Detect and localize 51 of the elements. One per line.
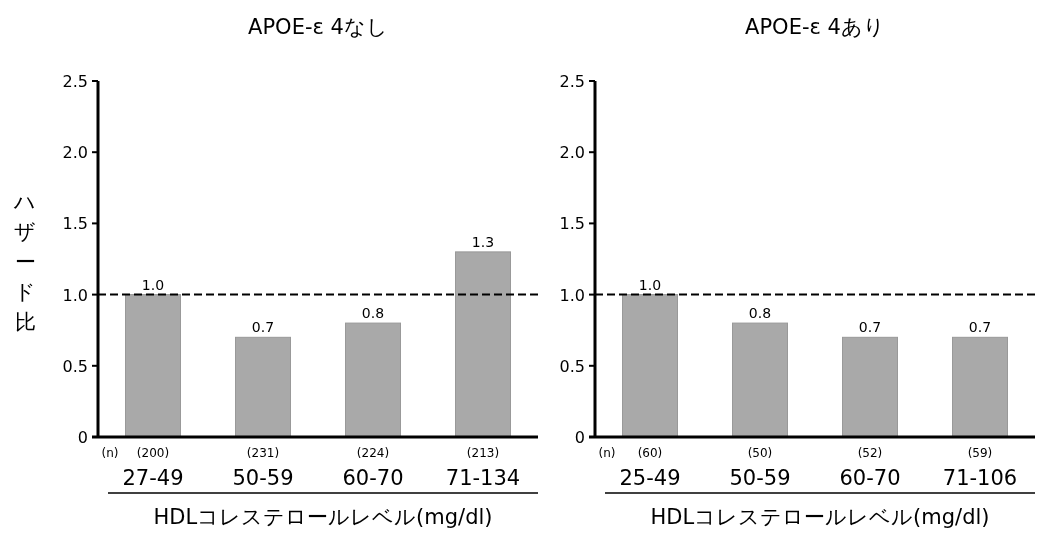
bar bbox=[345, 322, 401, 438]
data-label: 0.8 bbox=[361, 305, 385, 322]
bar bbox=[125, 294, 181, 438]
y-axis-title: ハザード比 bbox=[13, 190, 36, 334]
y-tick-label: 0.5 bbox=[62, 356, 88, 376]
text: (50) bbox=[747, 446, 773, 460]
bar bbox=[455, 251, 511, 438]
y-tick-label: 2.0 bbox=[62, 143, 88, 163]
y-tick-label: 2.0 bbox=[559, 143, 585, 163]
data-label: 0.7 bbox=[251, 319, 275, 336]
text: (231) bbox=[246, 446, 280, 460]
x-tick-label: 25-49 bbox=[619, 466, 681, 490]
text: (60) bbox=[637, 446, 663, 460]
data-label: 0.8 bbox=[748, 305, 772, 322]
data-label: 1.3 bbox=[471, 233, 495, 250]
bar bbox=[622, 294, 678, 438]
y-tick-label: 1.5 bbox=[62, 214, 88, 234]
text: (200) bbox=[136, 446, 170, 460]
text: (n) bbox=[101, 446, 119, 460]
x-tick-label: 71-134 bbox=[445, 466, 521, 490]
text: (n) bbox=[598, 446, 616, 460]
x-tick-label: 60-70 bbox=[839, 466, 901, 490]
text: (59) bbox=[967, 446, 993, 460]
y-tick-label: 1.5 bbox=[559, 214, 585, 234]
data-label: 1.0 bbox=[638, 276, 662, 293]
data-label: 1.0 bbox=[141, 276, 165, 293]
y-tick-label: 0 bbox=[574, 428, 585, 447]
chart-title: APOE-ε 4あり bbox=[745, 15, 885, 39]
bar bbox=[842, 336, 898, 438]
x-tick-label: 27-49 bbox=[122, 466, 184, 490]
x-tick-label: 71-106 bbox=[942, 466, 1018, 490]
bar bbox=[952, 336, 1008, 438]
bar bbox=[235, 336, 291, 438]
x-axis-title: HDLコレステロールレベル(mg/dl) bbox=[153, 505, 493, 529]
text: (213) bbox=[466, 446, 500, 460]
text: (52) bbox=[857, 446, 883, 460]
y-tick-label: 1.0 bbox=[62, 285, 88, 305]
x-tick-label: 60-70 bbox=[342, 466, 404, 490]
y-tick-label: 2.5 bbox=[62, 72, 88, 91]
y-tick-label: 0 bbox=[77, 428, 88, 447]
chart-title: APOE-ε 4なし bbox=[248, 15, 388, 39]
x-tick-label: 50-59 bbox=[232, 466, 294, 490]
x-axis-title: HDLコレステロールレベル(mg/dl) bbox=[650, 505, 990, 529]
data-label: 0.7 bbox=[968, 319, 992, 336]
data-label: 0.7 bbox=[858, 319, 882, 336]
y-tick-label: 0.5 bbox=[559, 356, 585, 376]
y-tick-label: 1.0 bbox=[559, 285, 585, 305]
x-tick-label: 50-59 bbox=[729, 466, 791, 490]
bar bbox=[732, 322, 788, 438]
y-tick-label: 2.5 bbox=[559, 72, 585, 91]
text: (224) bbox=[356, 446, 390, 460]
